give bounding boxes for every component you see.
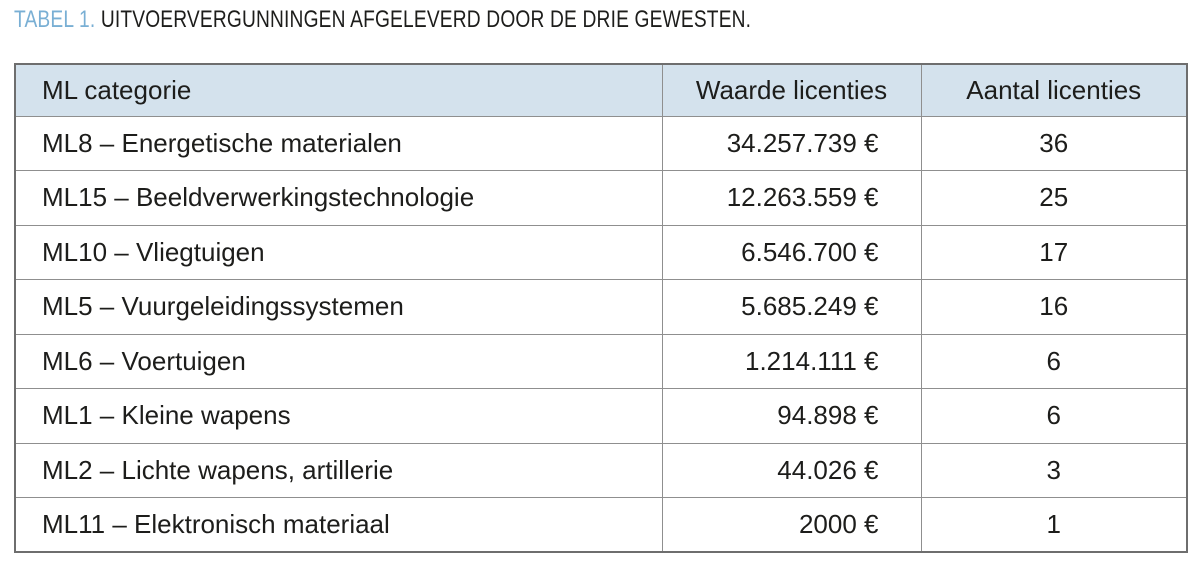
table-body: ML8 – Energetische materialen 34.257.739… bbox=[14, 115, 1188, 553]
table-row: ML10 – Vliegtuigen 6.546.700 € 17 bbox=[14, 224, 1188, 280]
header-waarde-licenties: Waarde licenties bbox=[661, 63, 922, 117]
category-cell: ML15 – Beeldverwerkingstechnologie bbox=[14, 170, 663, 226]
category-cell: ML10 – Vliegtuigen bbox=[14, 224, 663, 280]
category-cell: ML2 – Lichte wapens, artillerie bbox=[14, 442, 663, 498]
table-header: ML categorie Waarde licenties Aantal lic… bbox=[14, 63, 1188, 117]
value-cell: 34.257.739 € bbox=[661, 115, 922, 171]
value-cell: 2000 € bbox=[661, 497, 922, 553]
table-caption-title: UITVOERVERGUNNINGEN AFGELEVERD DOOR DE D… bbox=[95, 6, 752, 33]
table-row: ML15 – Beeldverwerkingstechnologie 12.26… bbox=[14, 170, 1188, 226]
table-row: ML1 – Kleine wapens 94.898 € 6 bbox=[14, 388, 1188, 444]
count-cell: 16 bbox=[920, 279, 1188, 335]
value-cell: 1.214.111 € bbox=[661, 333, 922, 389]
count-cell: 1 bbox=[920, 497, 1188, 553]
value-cell: 94.898 € bbox=[661, 388, 922, 444]
count-cell: 6 bbox=[920, 333, 1188, 389]
header-ml-categorie: ML categorie bbox=[14, 63, 663, 117]
category-cell: ML8 – Energetische materialen bbox=[14, 115, 663, 171]
category-cell: ML6 – Voertuigen bbox=[14, 333, 663, 389]
table-row: ML8 – Energetische materialen 34.257.739… bbox=[14, 115, 1188, 171]
value-cell: 44.026 € bbox=[661, 442, 922, 498]
count-cell: 17 bbox=[920, 224, 1188, 280]
category-cell: ML1 – Kleine wapens bbox=[14, 388, 663, 444]
table-row: ML11 – Elektronisch materiaal 2000 € 1 bbox=[14, 497, 1188, 553]
value-cell: 5.685.249 € bbox=[661, 279, 922, 335]
table-row: ML5 – Vuurgeleidingssystemen 5.685.249 €… bbox=[14, 279, 1188, 335]
count-cell: 25 bbox=[920, 170, 1188, 226]
header-row: ML categorie Waarde licenties Aantal lic… bbox=[14, 63, 1188, 117]
header-aantal-licenties: Aantal licenties bbox=[920, 63, 1188, 117]
value-cell: 12.263.559 € bbox=[661, 170, 922, 226]
licenses-table: ML categorie Waarde licenties Aantal lic… bbox=[14, 63, 1188, 553]
count-cell: 6 bbox=[920, 388, 1188, 444]
table-row: ML2 – Lichte wapens, artillerie 44.026 €… bbox=[14, 442, 1188, 498]
count-cell: 3 bbox=[920, 442, 1188, 498]
category-cell: ML11 – Elektronisch materiaal bbox=[14, 497, 663, 553]
table-caption: TABEL 1. UITVOERVERGUNNINGEN AFGELEVERD … bbox=[14, 6, 751, 34]
table-caption-number: TABEL 1. bbox=[14, 6, 96, 33]
table-row: ML6 – Voertuigen 1.214.111 € 6 bbox=[14, 333, 1188, 389]
category-cell: ML5 – Vuurgeleidingssystemen bbox=[14, 279, 663, 335]
count-cell: 36 bbox=[920, 115, 1188, 171]
value-cell: 6.546.700 € bbox=[661, 224, 922, 280]
